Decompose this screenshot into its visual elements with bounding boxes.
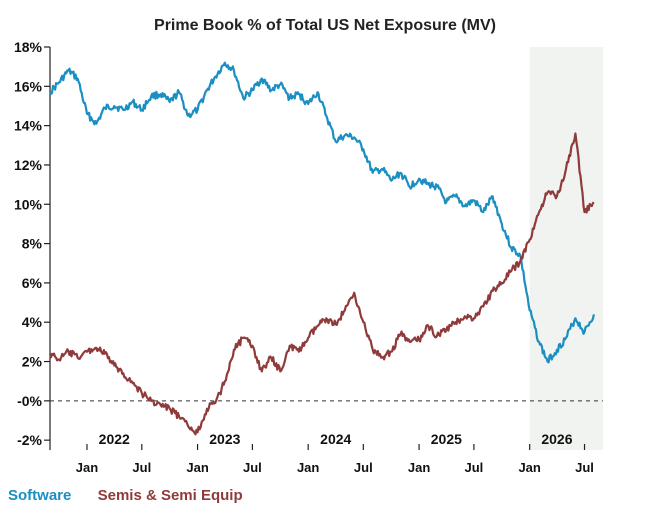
- series-line-semis-semi-equip: [48, 132, 595, 436]
- x-tick-label: Jan: [518, 460, 540, 475]
- x-tick-label: Jul: [243, 460, 262, 475]
- series-line-software: [49, 61, 595, 364]
- y-tick-label: 4%: [22, 314, 43, 330]
- x-tick-label: Jan: [186, 460, 208, 475]
- year-label: 2022: [99, 431, 130, 447]
- y-tick-label: 14%: [14, 118, 43, 134]
- y-tick-label: -2%: [17, 432, 42, 448]
- x-tick-label: Jul: [575, 460, 594, 475]
- y-tick-label: 6%: [22, 275, 43, 291]
- y-tick-label: 18%: [14, 39, 43, 55]
- shaded-region: [529, 47, 603, 450]
- legend-entry-semis-semi-equip: Semis & Semi Equip: [98, 487, 243, 504]
- year-label: 2023: [209, 431, 240, 447]
- axis-ticks: [44, 46, 603, 450]
- x-tick-label: Jan: [76, 460, 98, 475]
- year-label: 2026: [541, 431, 572, 447]
- chart-title: Prime Book % of Total US Net Exposure (M…: [154, 17, 496, 34]
- x-tick-label: Jul: [132, 460, 151, 475]
- y-tick-label: -0%: [17, 393, 42, 409]
- legend-entry-software: Software: [8, 487, 71, 504]
- x-tick-label: Jul: [354, 460, 373, 475]
- series-layer: [48, 61, 595, 436]
- y-tick-label: 12%: [14, 157, 43, 173]
- x-tick-label: Jan: [297, 460, 319, 475]
- y-tick-label: 16%: [14, 78, 43, 94]
- legend: Software Semis & Semi Equip: [8, 487, 243, 504]
- year-label: 2025: [431, 431, 462, 447]
- y-tick-label: 2%: [22, 354, 43, 370]
- x-tick-label: Jul: [465, 460, 484, 475]
- x-tick-label: Jan: [408, 460, 430, 475]
- axis-labels: 18% 16% 14% 12% 10% 8% 6% 4% 2% -0% -2% Jan Jul Jan Ju…: [14, 39, 594, 475]
- y-tick-label: 8%: [22, 236, 43, 252]
- year-label: 2024: [320, 431, 351, 447]
- plot-background: [529, 47, 603, 450]
- y-tick-label: 10%: [14, 196, 43, 212]
